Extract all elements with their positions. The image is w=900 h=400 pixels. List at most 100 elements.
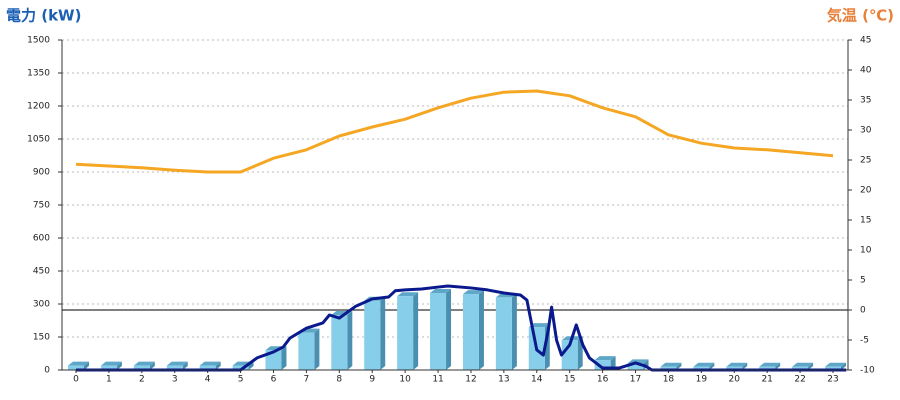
bar xyxy=(594,360,611,370)
y2-tick-label: 45 xyxy=(860,36,871,46)
bar xyxy=(331,315,348,370)
bar xyxy=(792,366,809,370)
bar xyxy=(660,366,677,370)
x-tick-label: 17 xyxy=(630,375,641,385)
bar-side xyxy=(676,362,682,370)
bar-top xyxy=(660,362,682,367)
bar-top xyxy=(430,289,452,293)
bar-top xyxy=(594,356,616,361)
x-tick-label: 16 xyxy=(597,375,609,385)
bar xyxy=(100,365,117,370)
bar xyxy=(298,332,315,370)
power-line xyxy=(76,284,847,372)
x-tick-label: 20 xyxy=(729,375,741,385)
x-tick-label: 7 xyxy=(304,375,310,385)
bar xyxy=(265,350,282,370)
bar-side xyxy=(478,290,484,370)
x-tick-label: 10 xyxy=(399,375,411,385)
x-tick-label: 12 xyxy=(465,375,476,385)
bar xyxy=(462,294,479,370)
bar-side xyxy=(511,293,517,370)
y2-tick-label: 40 xyxy=(860,66,872,76)
y2-tick-label: -5 xyxy=(860,336,869,346)
bar-side xyxy=(84,361,89,370)
bar-top xyxy=(397,292,419,297)
bar xyxy=(199,365,216,370)
x-tick-label: 0 xyxy=(73,375,79,385)
y-tick-label: 450 xyxy=(33,267,50,277)
x-tick-label: 21 xyxy=(761,375,772,385)
bar xyxy=(166,365,183,370)
bar-top xyxy=(693,362,715,367)
y-tick-label: 900 xyxy=(33,168,50,178)
bar-side xyxy=(182,361,188,370)
bar-side xyxy=(413,292,419,370)
y2-tick-label: 0 xyxy=(860,306,866,316)
x-tick-label: 2 xyxy=(139,375,145,385)
x-tick-label: 19 xyxy=(696,375,708,385)
x-tick-label: 6 xyxy=(271,375,277,385)
y-tick-label: 1050 xyxy=(27,135,50,145)
y2-tick-label: 10 xyxy=(860,246,872,256)
y-tick-label: 150 xyxy=(33,333,50,343)
bar-top xyxy=(133,361,155,366)
y2-tick-label: 30 xyxy=(860,126,872,136)
bar-top xyxy=(68,361,89,366)
y-tick-label: 1350 xyxy=(27,69,50,79)
y2-tick-label: 5 xyxy=(860,276,866,286)
y2-tick-label: 25 xyxy=(860,156,871,166)
bar-side xyxy=(314,328,320,370)
bar-top xyxy=(825,362,846,367)
x-tick-label: 14 xyxy=(531,375,543,385)
x-tick-label: 4 xyxy=(205,375,211,385)
bar-top xyxy=(792,362,814,367)
y-tick-label: 750 xyxy=(33,201,50,211)
y-tick-label: 300 xyxy=(33,300,50,310)
y-tick-label: 1200 xyxy=(27,102,50,112)
temperature-line xyxy=(75,89,834,174)
bar-side xyxy=(446,289,452,370)
bar xyxy=(726,366,743,370)
x-tick-label: 5 xyxy=(238,375,244,385)
y2-tick-label: -10 xyxy=(860,366,875,376)
y2-tick-label: 15 xyxy=(860,216,871,226)
x-tick-label: 11 xyxy=(432,375,443,385)
bar xyxy=(68,365,84,370)
x-tick-label: 18 xyxy=(663,375,675,385)
bar xyxy=(825,366,841,370)
x-tick-label: 13 xyxy=(498,375,509,385)
bar-top xyxy=(759,362,781,367)
x-tick-label: 9 xyxy=(369,375,375,385)
x-tick-label: 23 xyxy=(827,375,838,385)
bar-top xyxy=(100,361,122,366)
bar-top xyxy=(528,323,550,328)
bar-side xyxy=(116,361,122,370)
y-tick-label: 600 xyxy=(33,234,50,244)
bar xyxy=(133,365,150,370)
bar xyxy=(430,293,447,370)
x-tick-label: 15 xyxy=(564,375,575,385)
bar-side xyxy=(709,362,715,370)
bar xyxy=(397,296,414,370)
bar-side xyxy=(742,362,748,370)
x-tick-label: 3 xyxy=(172,375,178,385)
bar xyxy=(364,300,381,370)
bar-side xyxy=(380,296,386,370)
bar-top xyxy=(462,290,484,295)
bar-side xyxy=(281,346,287,370)
bar xyxy=(693,366,710,370)
bar-side xyxy=(248,361,254,370)
bar-side xyxy=(841,362,846,370)
bar-top xyxy=(166,361,188,366)
bar xyxy=(495,297,512,370)
y2-axis-title: 気温 (℃) xyxy=(827,7,894,25)
bar-top xyxy=(199,361,221,366)
x-tick-label: 1 xyxy=(106,375,112,385)
bar-top xyxy=(726,362,748,367)
bar-side xyxy=(775,362,781,370)
bar xyxy=(759,366,776,370)
x-tick-label: 22 xyxy=(794,375,805,385)
bar-side xyxy=(347,311,353,370)
y2-tick-label: 35 xyxy=(860,96,871,106)
